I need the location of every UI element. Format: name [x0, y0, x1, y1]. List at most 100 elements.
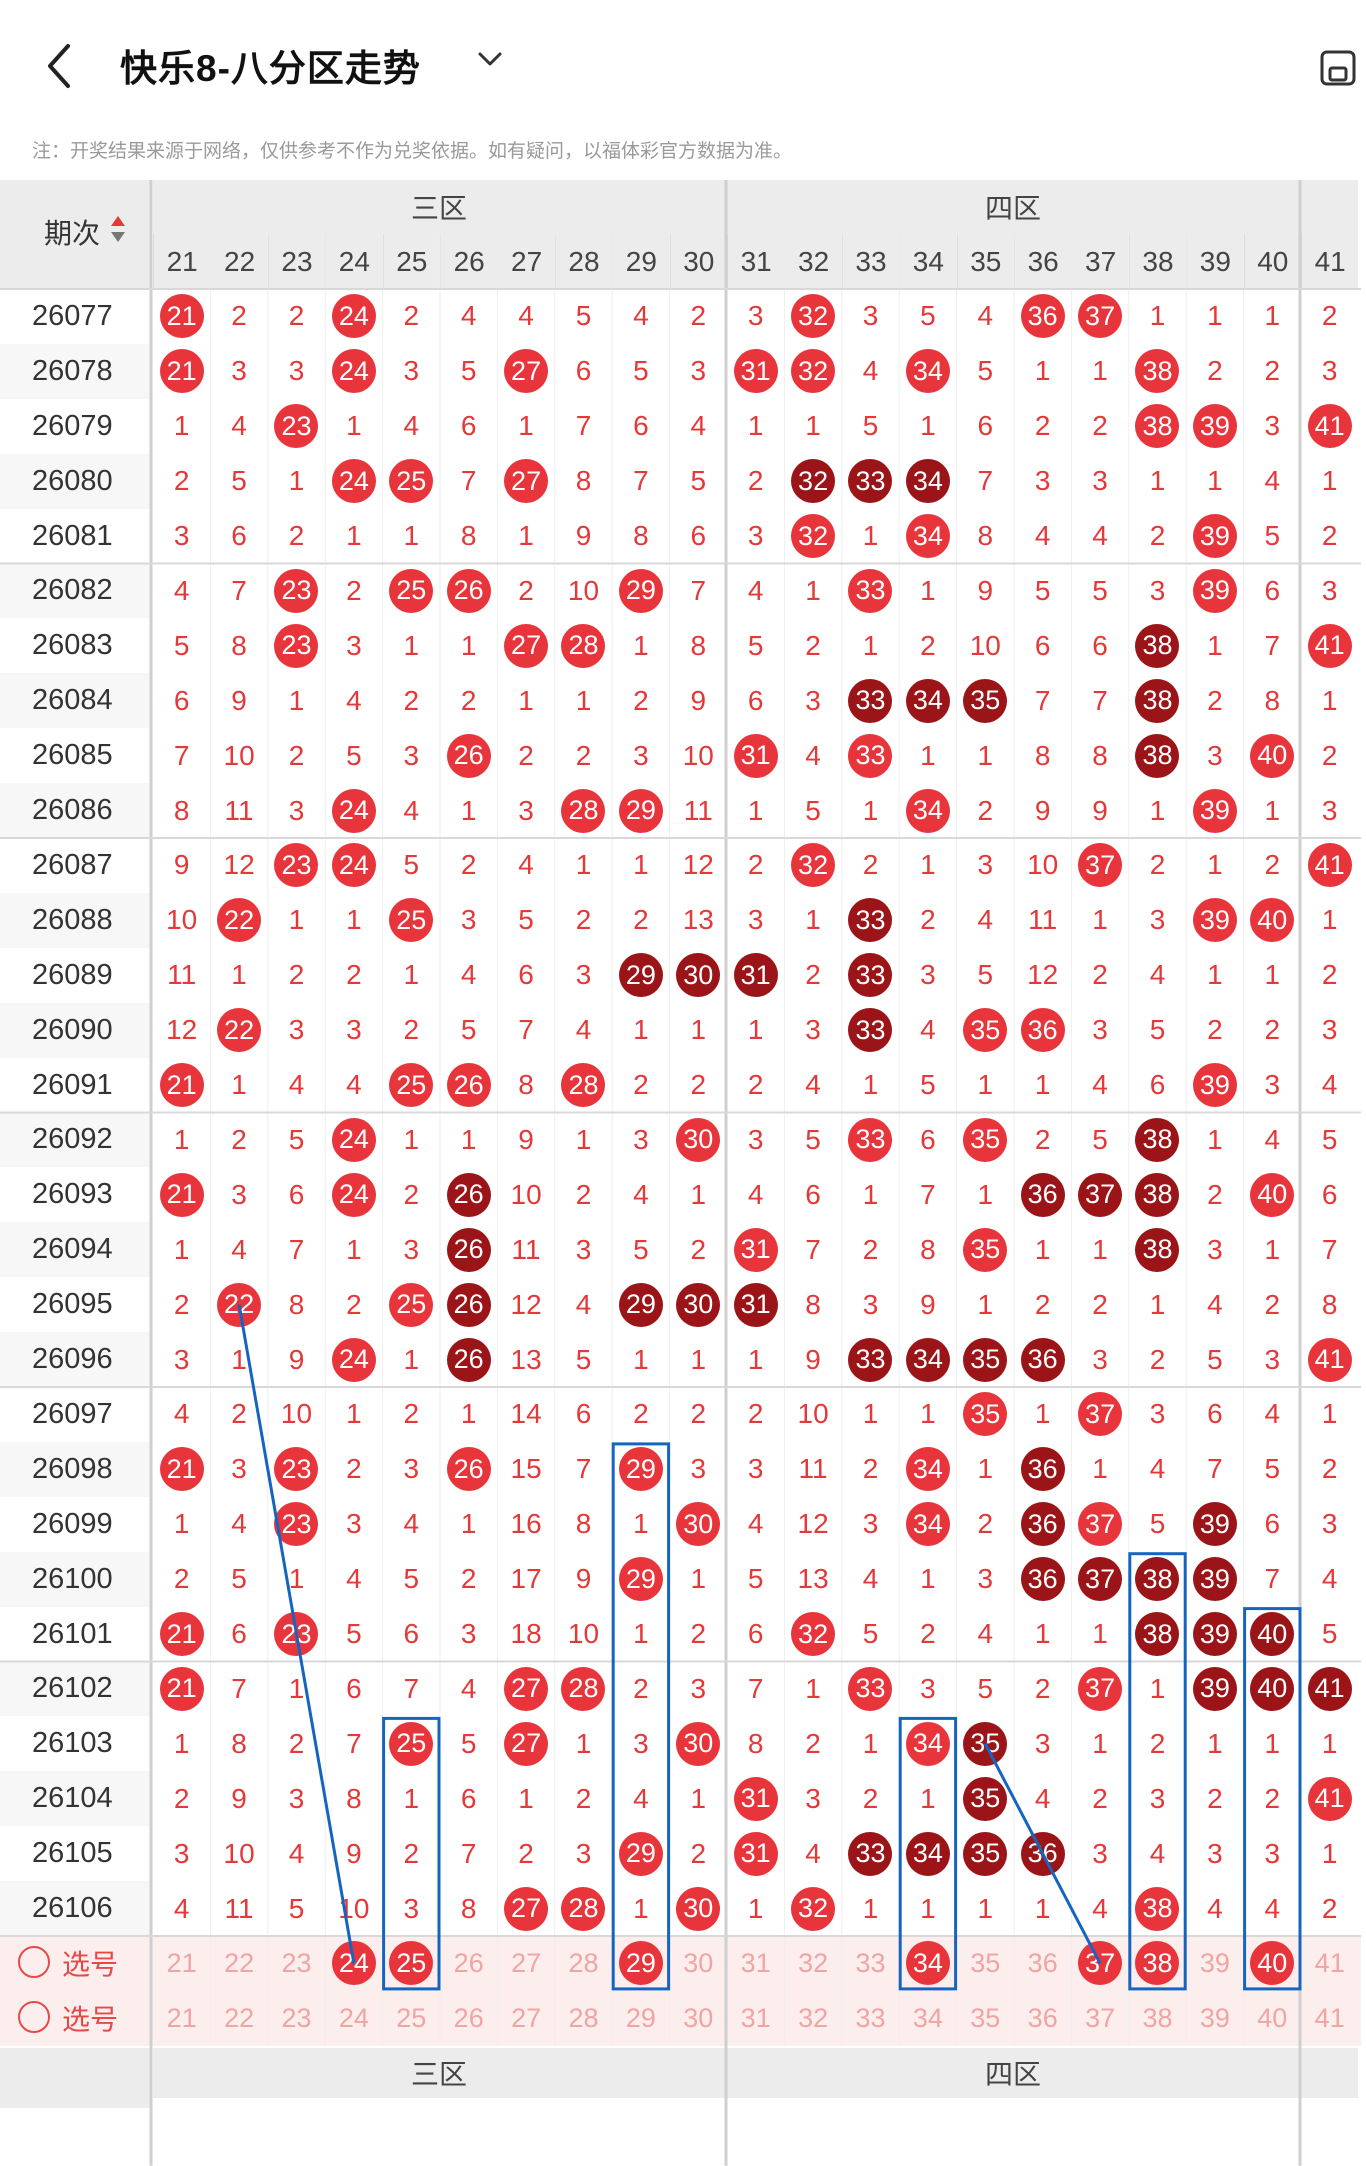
- pick-number[interactable]: 27: [511, 1947, 542, 1978]
- miss-count: 5: [977, 355, 994, 387]
- pick-number[interactable]: 38: [1142, 2002, 1173, 2033]
- miss-count: 5: [288, 1892, 305, 1924]
- pick-number[interactable]: 28: [568, 2002, 599, 2033]
- miss-count: 2: [346, 1288, 362, 1320]
- pick-cell[interactable]: 29: [612, 1936, 669, 1991]
- miss-count: 3: [1321, 355, 1338, 387]
- period-header-label[interactable]: 期次: [44, 218, 101, 249]
- pick-number[interactable]: 32: [798, 1947, 829, 1978]
- column-header: 40: [1243, 234, 1301, 289]
- miss-count: 17: [510, 1563, 542, 1595]
- pick-number[interactable]: 40: [1257, 2002, 1288, 2033]
- selected-number-ball[interactable]: 38: [1135, 1941, 1180, 1986]
- pick-cell[interactable]: 24: [325, 1936, 382, 1991]
- pick-number[interactable]: 22: [224, 2002, 255, 2033]
- miss-count: 1: [1321, 1727, 1338, 1759]
- layout-switch-icon[interactable]: [1320, 48, 1360, 88]
- pick-number[interactable]: 25: [396, 2002, 427, 2033]
- pick-number[interactable]: 35: [970, 2002, 1001, 2033]
- pick-number[interactable]: 26: [453, 2002, 484, 2033]
- drawn-number-ball: 39: [1192, 1612, 1237, 1657]
- miss-count: 1: [460, 1398, 477, 1430]
- pick-row-label[interactable]: 选号: [62, 1949, 119, 1981]
- pick-cell[interactable]: 37: [1071, 1936, 1128, 1991]
- miss-count: 5: [575, 300, 592, 332]
- radio-circle-icon[interactable]: [18, 2000, 50, 2033]
- cell-wrap: 34: [899, 1716, 956, 1771]
- pick-number[interactable]: 36: [1027, 1947, 1058, 1978]
- selected-number-ball[interactable]: 29: [618, 1941, 663, 1986]
- pick-number[interactable]: 21: [166, 2002, 197, 2033]
- cell-wrap: 26: [440, 728, 497, 783]
- cell-wrap: 36: [1014, 1167, 1071, 1222]
- page-title[interactable]: 快乐8-八分区走势: [120, 48, 421, 89]
- miss-count: 13: [510, 1343, 542, 1375]
- pick-number[interactable]: 28: [568, 1947, 599, 1978]
- pick-number[interactable]: 23: [281, 2002, 312, 2033]
- miss-count: 2: [575, 1782, 592, 1814]
- selected-number-ball[interactable]: 40: [1250, 1941, 1295, 1986]
- miss-count: 5: [231, 465, 247, 497]
- miss-count: 4: [460, 1672, 477, 1704]
- radio-circle-icon[interactable]: [18, 1946, 50, 1978]
- miss-count: 1: [633, 1618, 649, 1650]
- pick-number[interactable]: 35: [970, 1947, 1001, 1978]
- pick-number[interactable]: 24: [338, 2002, 369, 2033]
- drawn-number-ball: 25: [389, 898, 434, 943]
- pick-cell[interactable]: 34: [899, 1936, 956, 1991]
- pick-number[interactable]: 39: [1199, 2002, 1230, 2033]
- pick-number[interactable]: 41: [1314, 2002, 1345, 2033]
- miss-count: 15: [510, 1453, 542, 1485]
- zone-header: 四区: [727, 180, 1299, 234]
- pick-number[interactable]: 37: [1085, 2002, 1116, 2033]
- pick-cell[interactable]: 38: [1129, 1936, 1186, 1991]
- miss-count: 1: [920, 1563, 936, 1595]
- pick-row-label[interactable]: 选号: [62, 2004, 119, 2036]
- cell-wrap: 26: [440, 1332, 497, 1387]
- miss-count: 1: [1092, 1233, 1108, 1265]
- drawn-number-ball: 32: [791, 349, 836, 394]
- drawn-number-ball: 34: [905, 349, 950, 394]
- chevron-down-icon[interactable]: [476, 50, 504, 70]
- pick-cell[interactable]: 40: [1244, 1936, 1301, 1991]
- drawn-number-ball: 29: [618, 953, 663, 998]
- back-arrow-icon[interactable]: [40, 40, 80, 92]
- sort-arrows-icon[interactable]: [110, 214, 126, 249]
- miss-count: 1: [747, 410, 764, 442]
- miss-count: 6: [805, 1178, 821, 1210]
- pick-number[interactable]: 31: [740, 1947, 771, 1978]
- selected-number-ball[interactable]: 34: [905, 1941, 950, 1986]
- miss-count: 4: [403, 794, 420, 826]
- pick-number[interactable]: 41: [1314, 1947, 1345, 1978]
- pick-number[interactable]: 30: [683, 2002, 714, 2033]
- pick-number[interactable]: 36: [1027, 2002, 1058, 2033]
- pick-number[interactable]: 33: [855, 2002, 886, 2033]
- selected-number-ball[interactable]: 37: [1078, 1941, 1123, 1986]
- miss-count: 7: [403, 1672, 420, 1704]
- selected-number-ball[interactable]: 25: [389, 1941, 434, 1986]
- pick-number[interactable]: 32: [798, 2002, 829, 2033]
- cell-wrap: 32: [784, 1881, 841, 1936]
- miss-count: 7: [1092, 684, 1108, 716]
- pick-number[interactable]: 30: [683, 1947, 714, 1978]
- pick-number[interactable]: 34: [912, 2002, 943, 2033]
- pick-number[interactable]: 26: [453, 1947, 484, 1978]
- selected-number-ball[interactable]: 24: [331, 1941, 376, 1986]
- miss-count: 8: [288, 1288, 305, 1320]
- miss-count: 1: [977, 1069, 994, 1101]
- miss-count: 5: [346, 1618, 362, 1650]
- pick-number[interactable]: 29: [625, 2002, 656, 2033]
- miss-count: 1: [690, 1014, 707, 1046]
- cell-wrap: 38: [1129, 618, 1186, 673]
- pick-number[interactable]: 27: [511, 2002, 542, 2033]
- pick-cell[interactable]: 25: [383, 1936, 440, 1991]
- pick-number[interactable]: 21: [166, 1947, 197, 1978]
- miss-count: 1: [747, 1343, 764, 1375]
- pick-number[interactable]: 39: [1199, 1947, 1230, 1978]
- pick-number[interactable]: 23: [281, 1947, 312, 1978]
- pick-number[interactable]: 31: [740, 2002, 771, 2033]
- pick-number[interactable]: 33: [855, 1947, 886, 1978]
- pick-number[interactable]: 22: [224, 1947, 255, 1978]
- miss-count: 7: [690, 574, 707, 606]
- miss-count: 3: [1321, 574, 1338, 606]
